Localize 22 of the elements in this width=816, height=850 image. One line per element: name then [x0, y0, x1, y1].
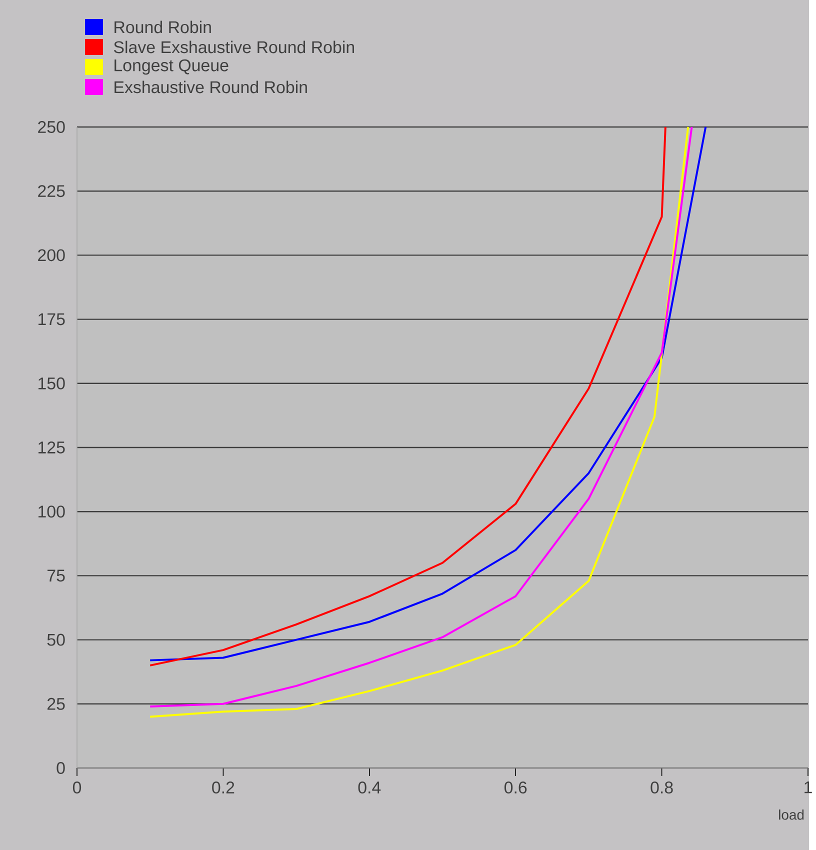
y-tick-label: 150 [38, 377, 65, 390]
y-tick-label: 250 [38, 121, 65, 133]
x-tick-label: 0.6 [504, 782, 527, 794]
y-tick-label: 125 [38, 442, 65, 454]
x-tick-label: 0.2 [212, 782, 234, 794]
y-tick-label: 50 [47, 634, 65, 646]
y-tick-label: 0 [56, 762, 65, 774]
legend-label: Round Robin [114, 20, 211, 34]
y-tick-label: 100 [38, 506, 65, 518]
legend-label: Slave Exshaustive Round Robin [114, 40, 354, 54]
x-tick-label: 1 [804, 782, 812, 794]
y-tick-label: 225 [38, 185, 65, 198]
x-tick-label: 0.4 [358, 782, 381, 794]
legend-label: Longest Queue [114, 59, 228, 75]
x-tick-label: 0.8 [650, 782, 673, 794]
y-tick-label: 25 [48, 698, 65, 710]
y-tick-label: 175 [38, 313, 65, 326]
x-axis-title: load [779, 810, 804, 820]
legend-label: Exshaustive Round Robin [114, 80, 307, 94]
x-tick-label: 0 [72, 782, 82, 794]
y-tick-label: 200 [38, 249, 65, 262]
y-tick-label: 75 [48, 570, 65, 582]
